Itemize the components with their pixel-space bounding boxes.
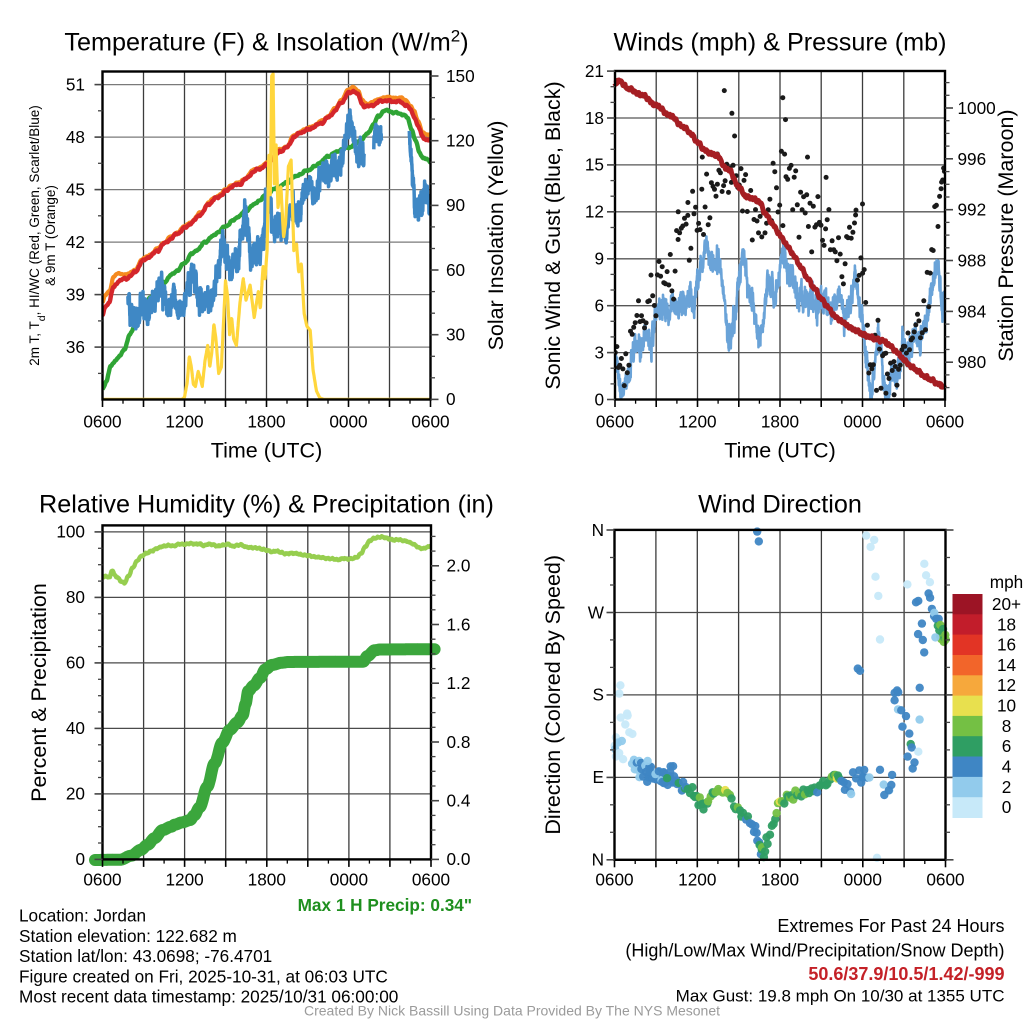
svg-text:& 9m T (Orange): & 9m T (Orange) xyxy=(43,185,58,286)
svg-text:6: 6 xyxy=(1002,736,1012,756)
svg-text:50.6/37.9/10.5/1.42/-999: 50.6/37.9/10.5/1.42/-999 xyxy=(808,964,1004,984)
svg-text:12: 12 xyxy=(585,202,604,222)
svg-text:51: 51 xyxy=(66,74,85,94)
svg-text:1800: 1800 xyxy=(761,412,799,432)
svg-text:0600: 0600 xyxy=(926,412,964,432)
svg-text:1200: 1200 xyxy=(165,870,203,890)
svg-text:9: 9 xyxy=(594,249,604,269)
svg-text:984: 984 xyxy=(958,301,987,321)
svg-text:N: N xyxy=(592,520,604,540)
svg-text:1800: 1800 xyxy=(248,870,286,890)
svg-text:1800: 1800 xyxy=(761,870,799,890)
svg-text:E: E xyxy=(593,767,604,787)
svg-text:0.0: 0.0 xyxy=(447,849,471,869)
svg-text:90: 90 xyxy=(446,195,465,215)
svg-text:S: S xyxy=(593,685,604,705)
svg-text:0: 0 xyxy=(446,389,456,409)
svg-text:48: 48 xyxy=(66,127,85,147)
svg-text:15: 15 xyxy=(585,155,604,175)
svg-text:1200: 1200 xyxy=(165,412,203,432)
svg-text:Max 1 H Precip: 0.34": Max 1 H Precip: 0.34" xyxy=(298,895,472,915)
svg-text:1.6: 1.6 xyxy=(447,614,471,634)
svg-text:39: 39 xyxy=(66,284,85,304)
svg-text:45: 45 xyxy=(66,179,85,199)
svg-text:W: W xyxy=(588,602,605,622)
svg-text:2.0: 2.0 xyxy=(447,556,471,576)
svg-text:4: 4 xyxy=(1002,757,1012,777)
svg-text:Most recent data timestamp: 20: Most recent data timestamp: 2025/10/31 0… xyxy=(19,987,398,1007)
svg-text:14: 14 xyxy=(997,655,1017,675)
svg-text:Winds (mph) & Pressure (mb): Winds (mph) & Pressure (mb) xyxy=(613,29,946,57)
svg-text:Direction (Colored By Speed): Direction (Colored By Speed) xyxy=(541,555,565,835)
svg-text:12: 12 xyxy=(997,675,1016,695)
svg-text:8: 8 xyxy=(1002,716,1012,736)
svg-text:1800: 1800 xyxy=(247,412,285,432)
svg-text:100: 100 xyxy=(56,522,85,542)
svg-text:20+: 20+ xyxy=(992,594,1021,614)
svg-text:N: N xyxy=(592,850,604,870)
svg-text:mph: mph xyxy=(990,572,1023,592)
svg-text:2: 2 xyxy=(1002,777,1012,797)
svg-text:Wind Direction: Wind Direction xyxy=(698,490,862,518)
svg-text:40: 40 xyxy=(66,718,85,738)
svg-text:Solar Insolation (Yellow): Solar Insolation (Yellow) xyxy=(484,121,508,351)
svg-text:1000: 1000 xyxy=(958,98,996,118)
svg-text:Percent & Precipitation: Percent & Precipitation xyxy=(27,583,51,802)
svg-text:Figure created on Fri, 2025-10: Figure created on Fri, 2025-10-31, at 06… xyxy=(19,966,388,986)
svg-text:18: 18 xyxy=(997,614,1016,634)
svg-text:0000: 0000 xyxy=(844,870,882,890)
svg-text:0600: 0600 xyxy=(926,870,964,890)
svg-text:0600: 0600 xyxy=(83,870,121,890)
svg-text:Temperature (F) & Insolation (: Temperature (F) & Insolation (W/m2) xyxy=(64,26,468,57)
svg-text:1200: 1200 xyxy=(678,412,716,432)
svg-text:Location: Jordan: Location: Jordan xyxy=(19,906,146,926)
svg-text:16: 16 xyxy=(997,635,1016,655)
svg-text:10: 10 xyxy=(997,696,1016,716)
svg-text:0000: 0000 xyxy=(329,412,367,432)
svg-text:996: 996 xyxy=(958,149,987,169)
svg-text:1.2: 1.2 xyxy=(447,673,471,693)
svg-text:980: 980 xyxy=(958,352,987,372)
svg-text:0: 0 xyxy=(1002,797,1012,817)
svg-text:Relative Humidity (%) & Precip: Relative Humidity (%) & Precipitation (i… xyxy=(39,490,494,518)
svg-text:3: 3 xyxy=(594,342,604,362)
svg-text:Created By Nick Bassill Using: Created By Nick Bassill Using Data Provi… xyxy=(304,1003,720,1019)
svg-text:60: 60 xyxy=(66,653,85,673)
svg-text:1200: 1200 xyxy=(678,870,716,890)
svg-text:30: 30 xyxy=(446,325,465,345)
svg-text:60: 60 xyxy=(446,260,465,280)
svg-text:21: 21 xyxy=(585,61,604,81)
svg-text:0000: 0000 xyxy=(843,412,881,432)
svg-text:0600: 0600 xyxy=(595,870,633,890)
svg-text:Sonic Wind & Gust (Blue, Black: Sonic Wind & Gust (Blue, Black) xyxy=(541,81,565,389)
svg-text:0600: 0600 xyxy=(596,412,634,432)
svg-text:150: 150 xyxy=(446,66,475,86)
svg-text:Station elevation: 122.682 m: Station elevation: 122.682 m xyxy=(19,926,237,946)
svg-text:988: 988 xyxy=(958,251,987,271)
svg-text:0600: 0600 xyxy=(412,870,450,890)
svg-text:36: 36 xyxy=(66,337,85,357)
svg-text:992: 992 xyxy=(958,200,987,220)
svg-text:Max Gust: 19.8 mph On 10/30 at: Max Gust: 19.8 mph On 10/30 at 1355 UTC xyxy=(676,986,1005,1005)
svg-text:Time (UTC): Time (UTC) xyxy=(211,439,322,463)
svg-text:80: 80 xyxy=(66,587,85,607)
svg-text:6: 6 xyxy=(594,296,604,316)
svg-text:0600: 0600 xyxy=(83,412,121,432)
svg-text:0600: 0600 xyxy=(411,412,449,432)
svg-text:0: 0 xyxy=(75,849,85,869)
svg-text:42: 42 xyxy=(66,232,85,252)
svg-text:0.8: 0.8 xyxy=(447,732,471,752)
svg-text:0.4: 0.4 xyxy=(447,791,471,811)
svg-text:Extremes For Past 24 Hours: Extremes For Past 24 Hours xyxy=(777,916,1004,936)
svg-text:120: 120 xyxy=(446,131,475,151)
svg-text:(High/Low/Max Wind/Precipitati: (High/Low/Max Wind/Precipitation/Snow De… xyxy=(625,941,1004,961)
svg-text:0: 0 xyxy=(594,389,604,409)
svg-text:20: 20 xyxy=(66,784,85,804)
svg-text:18: 18 xyxy=(585,108,604,128)
svg-text:Station lat/lon: 43.0698; -76.: Station lat/lon: 43.0698; -76.4701 xyxy=(19,946,272,966)
svg-text:Station Pressure (Maroon): Station Pressure (Maroon) xyxy=(994,109,1018,361)
svg-text:0000: 0000 xyxy=(330,870,368,890)
svg-text:Time (UTC): Time (UTC) xyxy=(724,439,835,463)
